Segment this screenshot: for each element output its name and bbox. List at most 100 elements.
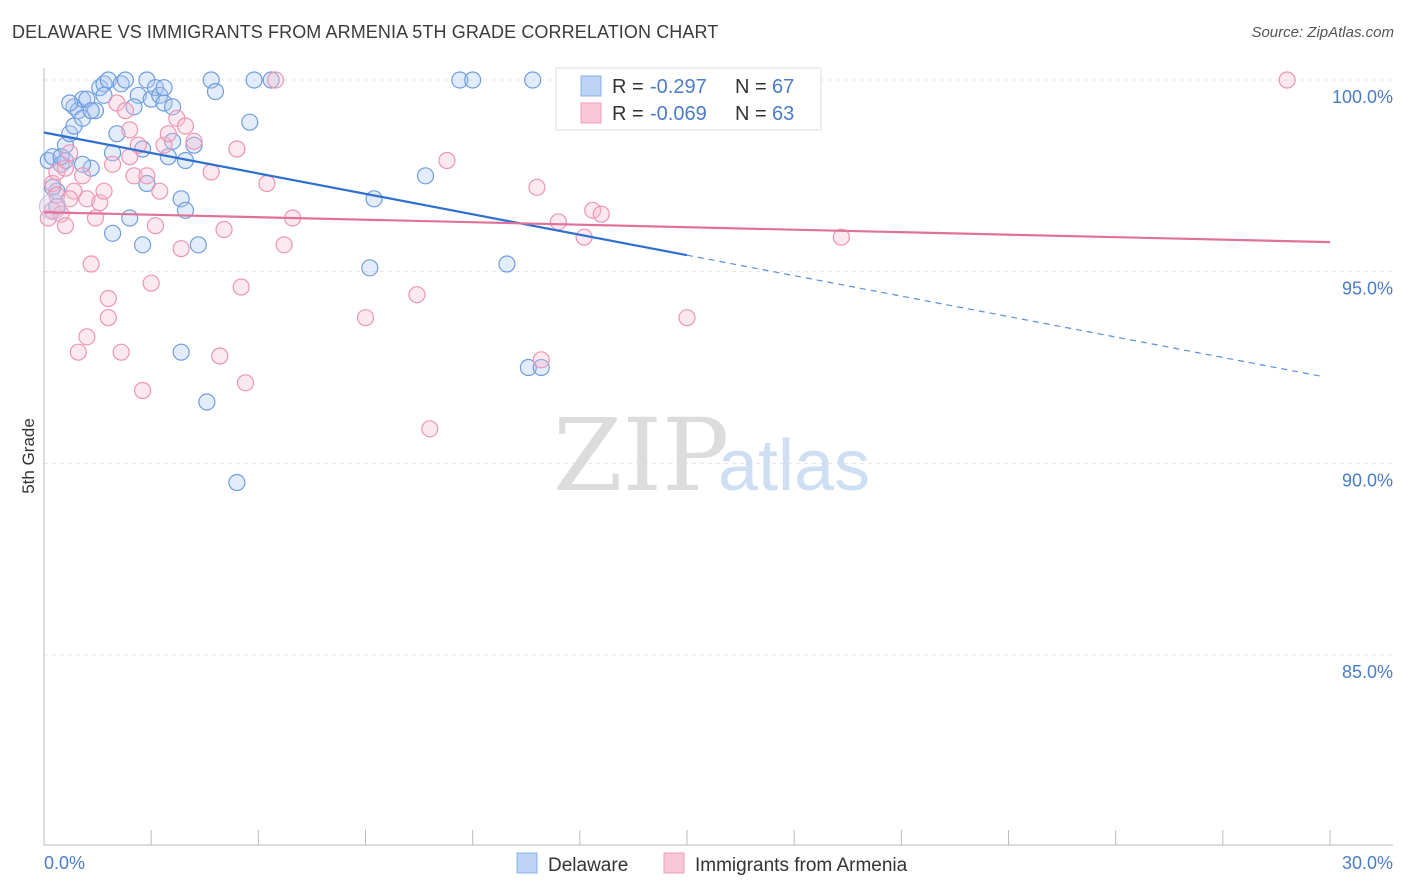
point-delaware — [228, 473, 246, 492]
point-delaware — [108, 125, 126, 143]
point-armenia — [549, 213, 568, 231]
bottom-legend-armenia: Immigrants from Armenia — [695, 855, 908, 876]
y-tick-label: 90.0% — [1342, 470, 1393, 490]
point-armenia — [678, 309, 696, 327]
point-delaware — [241, 113, 259, 131]
x-tick-label-min: 0.0% — [44, 853, 85, 873]
point-armenia — [584, 201, 602, 219]
watermark: ZIP atlas — [553, 397, 870, 514]
point-delaware — [365, 190, 383, 208]
point-delaware — [172, 343, 190, 361]
point-armenia — [99, 289, 117, 308]
point-armenia — [48, 186, 66, 204]
point-armenia — [185, 132, 203, 150]
source-label: Source: ZipAtlas.com — [1251, 24, 1394, 41]
gridlines — [44, 79, 1393, 656]
point-delaware — [189, 236, 207, 254]
point-armenia — [228, 140, 246, 158]
point-armenia — [258, 174, 276, 193]
point-armenia — [172, 240, 190, 258]
chart-title: DELAWARE VS IMMIGRANTS FROM ARMENIA 5TH … — [12, 22, 719, 42]
point-delaware — [116, 71, 135, 89]
point-armenia — [408, 286, 426, 304]
point-armenia — [103, 155, 122, 173]
legend-swatch-armenia — [580, 102, 602, 124]
legend-r-value-1: -0.297 — [650, 76, 707, 98]
point-delaware — [524, 71, 542, 89]
y-tick-labels: 85.0% 90.0% 95.0% 100.0% — [1332, 87, 1393, 682]
point-armenia — [176, 117, 195, 135]
legend-n-label-1: N = — [735, 76, 767, 98]
point-armenia — [151, 182, 169, 200]
point-armenia — [69, 343, 87, 361]
trendline-delaware-extrapolated — [686, 254, 1322, 377]
trendlines — [43, 131, 1331, 377]
point-armenia — [82, 255, 100, 273]
point-armenia — [138, 167, 156, 185]
point-delaware — [451, 71, 469, 89]
point-delaware — [464, 71, 482, 89]
bottom-legend: Delaware Immigrants from Armenia — [516, 852, 908, 876]
point-delaware — [103, 224, 122, 242]
point-delaware — [86, 102, 105, 120]
x-tick-label-max: 30.0% — [1342, 853, 1393, 873]
point-delaware — [121, 209, 139, 227]
point-delaware — [133, 236, 152, 254]
point-armenia — [421, 420, 439, 438]
point-armenia — [133, 381, 152, 400]
point-armenia — [275, 236, 293, 254]
y-tick-label: 100.0% — [1332, 87, 1393, 107]
point-armenia — [211, 347, 229, 365]
point-armenia — [356, 309, 375, 327]
point-armenia — [116, 102, 135, 120]
point-armenia — [528, 178, 546, 196]
legend-r-label-2: R = — [612, 103, 644, 125]
point-delaware — [245, 71, 263, 89]
point-armenia — [125, 167, 143, 185]
point-armenia — [236, 374, 255, 392]
point-delaware — [416, 167, 435, 185]
point-armenia — [1278, 71, 1296, 89]
point-armenia — [832, 228, 850, 246]
bottom-legend-swatch-armenia — [663, 852, 685, 874]
point-armenia — [215, 220, 233, 239]
point-delaware — [519, 358, 537, 377]
point-delaware — [155, 79, 173, 97]
point-delaware — [155, 94, 173, 112]
point-armenia — [48, 163, 66, 181]
point-armenia — [142, 274, 160, 292]
legend-swatch-delaware — [580, 75, 602, 97]
legend-n-value-1: 67 — [772, 76, 794, 98]
stats-legend: R = -0.297 N = 67 R = -0.069 N = 63 — [555, 67, 822, 131]
point-delaware — [82, 102, 100, 120]
point-delaware — [206, 82, 225, 101]
point-delaware — [198, 393, 216, 411]
legend-r-label-1: R = — [612, 76, 644, 98]
point-armenia — [61, 190, 79, 208]
point-armenia — [78, 190, 96, 208]
point-delaware — [61, 94, 79, 112]
legend-r-value-2: -0.069 — [650, 103, 707, 125]
point-armenia — [121, 148, 139, 166]
point-armenia — [438, 151, 456, 170]
point-armenia — [56, 217, 75, 235]
point-delaware — [176, 201, 195, 219]
point-delaware — [125, 98, 143, 116]
legend-n-value-2: 63 — [772, 103, 794, 125]
bottom-legend-delaware: Delaware — [548, 855, 628, 876]
legend-n-label-2: N = — [735, 103, 767, 125]
point-armenia — [95, 182, 113, 200]
x-ticks — [43, 830, 1331, 845]
point-armenia — [592, 205, 610, 223]
point-armenia — [112, 343, 130, 361]
trendline-delaware — [43, 131, 688, 257]
trendline-armenia — [43, 211, 1331, 244]
point-armenia — [146, 217, 165, 235]
y-axis-title: 5th Grade — [19, 418, 38, 494]
point-delaware — [262, 71, 280, 89]
y-tick-label: 85.0% — [1342, 662, 1393, 682]
point-delaware — [498, 255, 516, 273]
point-armenia — [121, 121, 139, 139]
point-armenia — [56, 159, 75, 177]
point-delaware — [185, 136, 203, 154]
